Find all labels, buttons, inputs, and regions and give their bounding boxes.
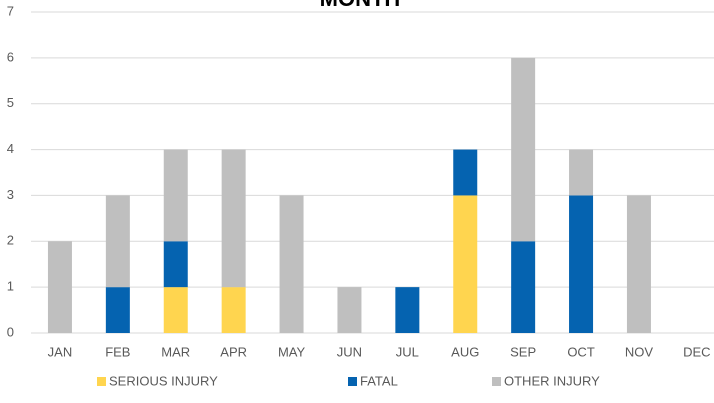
legend-label: SERIOUS INJURY [109,373,218,388]
legend-label: OTHER INJURY [504,373,600,388]
bar-segment [105,195,130,288]
bar-segment [453,149,478,196]
bar-segment [569,149,594,196]
bar-segment [221,287,246,333]
x-tick-label: SEP [510,344,536,359]
bar-segment [163,241,188,288]
x-tick-label: AUG [451,344,479,359]
bar-segment [511,241,536,333]
x-tick-label: MAR [161,344,190,359]
legend-swatch [97,377,106,386]
bar-segment [163,149,188,242]
x-tick-label: FEB [105,344,130,359]
x-tick-label: APR [220,344,247,359]
chart-title: MONTH [320,0,401,11]
y-tick-label: 2 [7,233,14,248]
x-tick-label: MAY [278,344,306,359]
bar-segment [279,195,304,333]
bar-segment [511,57,536,242]
y-tick-label: 4 [7,141,14,156]
y-tick-label: 5 [7,95,14,110]
x-tick-label: JUN [337,344,362,359]
y-tick-label: 7 [7,3,14,18]
legend-swatch [492,377,501,386]
bar-segment [626,195,651,333]
bar-segment [395,287,420,333]
y-tick-label: 3 [7,187,14,202]
bar-segment [47,241,72,333]
x-tick-label: DEC [683,344,710,359]
x-tick-label: OCT [567,344,595,359]
y-tick-label: 0 [7,324,14,339]
x-tick-label: JUL [396,344,419,359]
bar-segment [221,149,246,288]
legend-label: FATAL [360,373,398,388]
legend-swatch [348,377,357,386]
y-tick-label: 1 [7,279,14,294]
bar-segment [105,287,130,333]
y-tick-label: 6 [7,49,14,64]
bar-segment [453,195,478,333]
x-tick-label: JAN [48,344,73,359]
bar-segment [163,287,188,333]
bar-segment [569,195,594,333]
x-tick-label: NOV [625,344,654,359]
bar-segment [337,287,362,333]
